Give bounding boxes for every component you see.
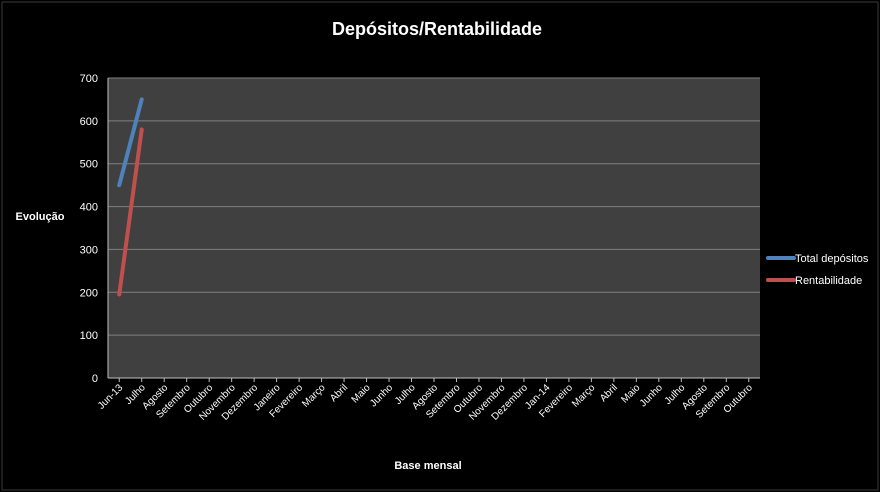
x-tick-label: Abril (598, 382, 620, 404)
legend: Total depósitos Rentabilidade (766, 253, 869, 287)
x-tick-label: Março (570, 382, 598, 410)
y-tick-label: 0 (92, 373, 98, 385)
x-axis-label: Base mensal (394, 460, 461, 472)
legend-label: Rentabilidade (795, 275, 862, 287)
chart-title: Depósitos/Rentabilidade (332, 19, 542, 39)
y-tick-label: 100 (80, 330, 98, 342)
y-tick-label: 200 (80, 287, 98, 299)
plot-background (108, 78, 760, 378)
x-tick-label: Junho (368, 382, 395, 409)
x-tick-label: Março (300, 382, 328, 410)
x-tick-label: Jun-13 (96, 382, 126, 412)
series-line-1 (117, 97, 144, 188)
y-tick-label: 700 (80, 73, 98, 85)
y-tick-label: 400 (80, 202, 98, 214)
x-tick-label: Junho (638, 382, 665, 409)
y-tick-label: 300 (80, 244, 98, 256)
plot-area: 0100200300400500600700Jun-13JulhoAgostoS… (80, 73, 760, 423)
x-tick-label: Abril (328, 382, 350, 404)
y-axis-label: Evolução (16, 211, 65, 223)
y-tick-label: 500 (80, 159, 98, 171)
y-tick-label: 600 (80, 116, 98, 128)
legend-label: Total depósitos (795, 253, 869, 265)
series-line-2 (117, 127, 144, 297)
